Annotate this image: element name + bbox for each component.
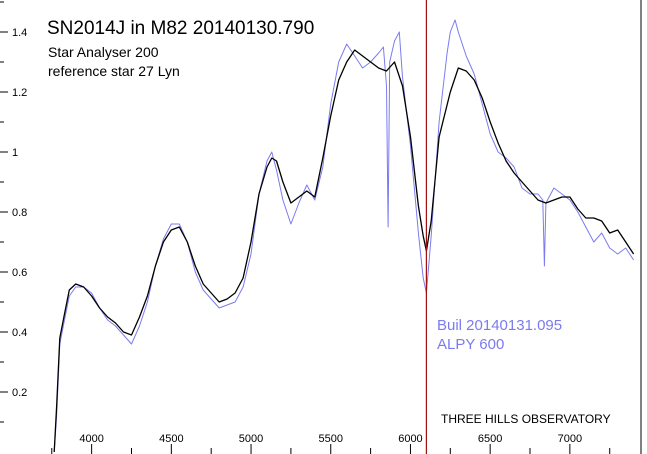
y-tick-label-3: 0.8 — [12, 207, 27, 219]
series-layer — [53, 19, 635, 453]
chart-subtitle-line-2: reference star 27 Lyn — [48, 63, 180, 79]
chart-title: SN2014J in M82 20140130.790 — [47, 18, 314, 39]
comparison-label-line-1: Buil 20140131.095 — [437, 317, 562, 334]
comparison-label-line-2: ALPY 600 — [437, 336, 504, 353]
series-line-comparison — [53, 19, 635, 453]
y-tick-label-4: 1 — [12, 147, 18, 159]
y-tick-label-1: 0.4 — [12, 327, 27, 339]
series-line-primary — [53, 49, 635, 453]
y-tick-label-0: 0.2 — [12, 387, 27, 399]
x-tick-label-0: 4000 — [79, 433, 103, 445]
y-tick-label-6: 1.4 — [12, 27, 27, 39]
x-tick-label-4: 6000 — [398, 433, 422, 445]
x-tick-label-5: 6500 — [478, 433, 502, 445]
tick-layer: 0.2 0.4 0.6 0.8 1 1.2 1.4 4000 4500 5000 5500 6000 6… — [0, 1, 611, 454]
x-tick-label-2: 5000 — [239, 433, 263, 445]
x-tick-label-6: 7000 — [558, 433, 582, 445]
observatory-footer: THREE HILLS OBSERVATORY — [441, 412, 611, 426]
x-tick-label-1: 4500 — [159, 433, 183, 445]
chart-subtitle-line-1: Star Analyser 200 — [48, 44, 159, 60]
y-tick-label-5: 1.2 — [12, 87, 27, 99]
x-tick-label-3: 5500 — [319, 433, 343, 445]
y-tick-label-2: 0.6 — [12, 267, 27, 279]
